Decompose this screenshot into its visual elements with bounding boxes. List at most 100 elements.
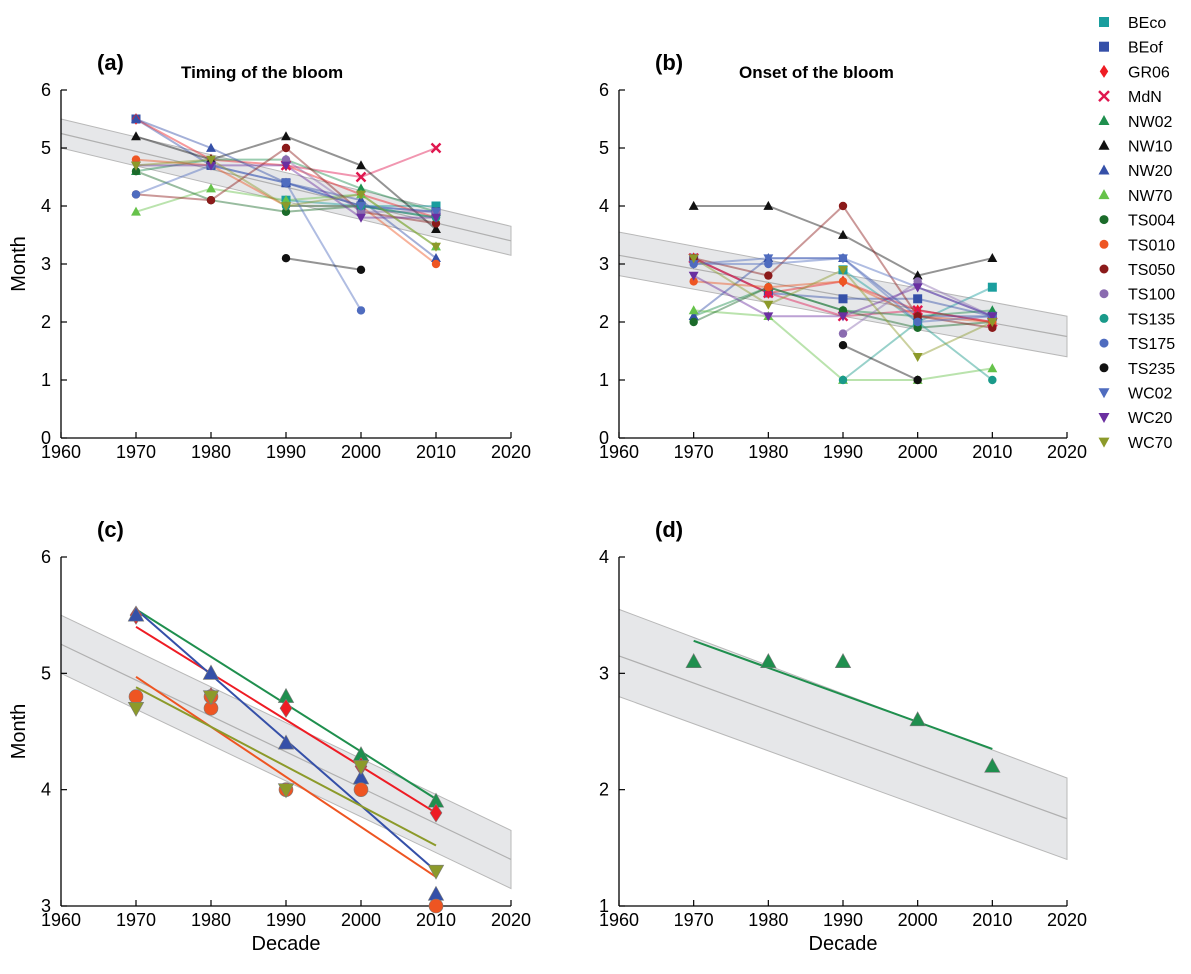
point-wc70 [763,300,774,310]
point-wc70 [352,760,370,776]
x-tick-label: 2000 [341,910,381,930]
y-tick-label: 0 [599,428,609,448]
point-ts050 [206,196,216,205]
point-wc70 [838,265,848,275]
point-ts010 [431,259,441,269]
point-wc70 [427,864,445,880]
x-tick-label: 2000 [341,442,381,462]
point-ts175 [913,317,922,327]
point-nw20 [277,734,295,750]
panel-d: 1960 1970 1980 1990 2000 2010 2020 1 2 3 4 (d) Decad… [599,517,1087,955]
legend-entry-ts100: TS100 [1128,287,1175,304]
legend-entry-nw10: NW10 [1128,139,1173,156]
x-tick-label: 1990 [823,442,863,462]
point-nw02 [909,711,926,727]
legend-entry-wc20: WC20 [1128,410,1173,427]
point-ts050 [988,323,997,332]
legend-entry-ts004: TS004 [1128,213,1175,230]
point-nw70 [131,206,141,216]
point-nw10 [131,131,141,141]
point-wc70 [912,352,923,362]
y-tick-label: 3 [599,254,609,274]
fit-line-wc70 [135,686,437,847]
point-ts050 [838,201,848,211]
confidence-band [618,608,1068,861]
point-wc70 [277,783,295,799]
point-ts010 [428,898,444,914]
point-ts135 [838,375,848,385]
point-nw70 [987,363,998,373]
y-axis-label: Month [8,704,30,760]
legend-entry-nw70: NW70 [1128,188,1173,205]
x-tick-label: 1990 [266,442,306,462]
point-nw02 [356,183,366,193]
panel-label: (c) [97,517,124,542]
fit-line-gr06 [135,625,437,814]
point-beco [987,282,997,292]
fit-line-ts010 [135,675,437,878]
legend-entry-ts135: TS135 [1128,311,1175,328]
point-nw20 [427,885,445,901]
point-beof [913,294,923,304]
panel-title: Onset of the bloom [739,63,894,82]
y-tick-label: 2 [599,780,609,800]
point-ts010 [689,277,698,286]
point-nw02 [685,653,702,668]
legend-marker-ts135 [1099,313,1109,323]
legend-marker-wc02 [1098,388,1110,399]
point-wc02 [281,178,291,188]
point-nw70 [206,183,216,193]
x-tick-label: 1960 [599,442,639,462]
panel-a: 1960 1970 1980 1990 2000 2010 2020 0 1 2 3 4 5 6 (a) Ti… [8,50,531,462]
y-tick-label: 0 [41,428,51,448]
point-ts135 [988,375,997,385]
x-tick-label: 1970 [674,910,714,930]
x-tick-label: 1970 [116,442,156,462]
y-tick-label: 2 [599,312,609,332]
point-wc20 [206,161,216,171]
point-wc20 [281,161,291,171]
trend-line [60,643,512,861]
legend-marker-ts235 [1099,363,1109,373]
point-nw20 [131,113,141,123]
x-tick-label: 2010 [416,910,456,930]
point-wc70 [688,254,699,264]
panel-c: 1960 1970 1980 1990 2000 2010 2020 3 4 5 6 (c) Month… [8,517,531,955]
legend-marker-wc70 [1098,437,1110,448]
x-axis-label: Decade [252,933,321,955]
x-tick-label: 1990 [823,910,863,930]
legend-marker-nw10 [1098,139,1110,150]
point-wc70 [131,161,141,171]
point-ts004 [689,317,698,327]
y-tick-label: 6 [41,80,51,100]
point-ts175 [356,306,366,315]
point-ts010 [764,283,773,292]
series-line-ts235 [842,344,919,381]
point-wc70 [202,690,220,706]
trend-line [618,655,1068,820]
point-wc70 [356,190,366,200]
point-gr06 [429,803,443,823]
legend-marker-beco [1099,17,1109,27]
series-line-ts235 [285,257,362,271]
y-tick-label: 5 [599,138,609,158]
point-nw10 [688,200,699,210]
x-tick-label: 1980 [191,442,231,462]
point-nw10 [987,253,998,263]
point-nw70 [688,305,699,315]
x-tick-label: 2020 [491,442,531,462]
point-nw10 [838,229,848,239]
y-tick-label: 4 [41,196,51,216]
point-wc70 [206,155,216,165]
legend-entry-ts050: TS050 [1128,262,1175,279]
legend-marker-nw02 [1098,115,1110,126]
panel-label: (a) [97,50,124,75]
point-mdn [430,142,442,154]
x-tick-label: 1980 [748,442,788,462]
point-mdn [355,171,367,183]
y-tick-label: 3 [41,896,51,916]
y-tick-label: 1 [599,896,609,916]
y-tick-label: 5 [41,138,51,158]
point-ts010 [353,782,369,797]
panel-title: Timing of the bloom [181,63,343,82]
